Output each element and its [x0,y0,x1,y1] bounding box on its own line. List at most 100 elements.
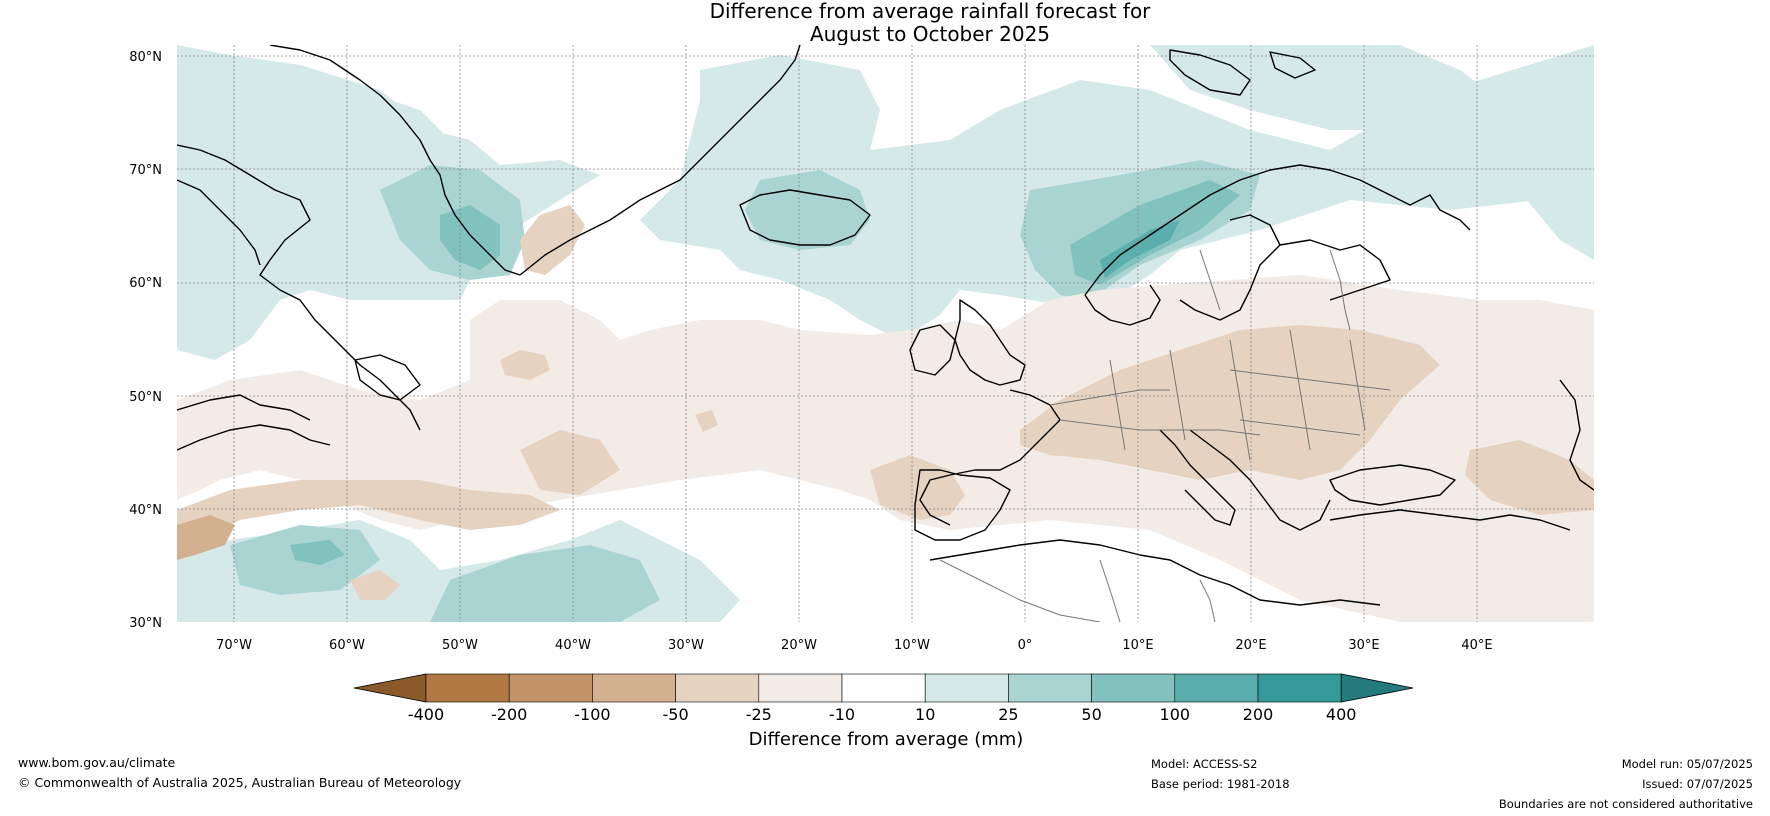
colorbar-segment [758,673,843,703]
coast-hudson-bay [177,179,261,266]
colorbar-tick-label: -10 [829,705,855,724]
wet-region-iceland [745,170,870,250]
coast-turkey [1329,509,1571,531]
coast-iceland [739,189,871,246]
coast-greenland-west [269,45,521,276]
colorbar-tick-label: -25 [746,705,772,724]
lon-label: 30°E [1348,638,1379,653]
lat-label-80: 80°N [129,50,162,65]
coast-baltic [1179,214,1281,321]
footer-issued: Issued: 07/07/2025 [1642,777,1753,791]
dry-region-atlantic-mid [520,430,620,495]
lat-label-50: 50°N [129,390,162,405]
coast-north-africa [929,539,1381,606]
dry-anomaly-regions [177,205,1594,622]
coast-norway-south [1084,284,1161,326]
colorbar-segment [841,673,926,703]
dry-region-subtropics [350,570,400,600]
wet-region-south-atlantic-3 [430,545,660,622]
lon-label: 10°E [1122,638,1153,653]
lon-label: 0° [1018,638,1033,653]
colorbar-tick-label: -200 [491,705,527,724]
coast-finland [1279,239,1391,301]
coast-balkans [1189,429,1331,531]
lon-label: 20°E [1235,638,1266,653]
lat-label-70: 70°N [129,163,162,178]
wet-region-norway-core [1100,220,1180,278]
wet-region-north-atlantic-2 [1150,45,1500,130]
colorbar-tick-label: 10 [915,705,935,724]
lon-label: 20°W [781,638,817,653]
dry-region-turkey [1465,440,1594,515]
coast-north-america-east [177,424,331,451]
lon-axis-labels: 70°W 60°W 50°W 40°W 30°W 20°W 10°W 0° 10… [216,638,1493,653]
dry-region-europe [1020,325,1440,480]
lat-label-60: 60°N [129,276,162,291]
map-area [177,45,1594,622]
colorbar-extension-high [1340,673,1414,703]
lon-label: 60°W [329,638,365,653]
colorbar-segment [425,673,510,703]
colorbar-label: Difference from average (mm) [749,729,1024,750]
colorbar-segment [1257,673,1342,703]
colorbar-tick-label: 50 [1081,705,1101,724]
footer-copyright: © Commonwealth of Australia 2025, Austra… [18,775,462,790]
colorbar-segment [924,673,1009,703]
dry-region-greenland-south [520,205,585,275]
wet-region-south-atlantic-core [290,540,345,565]
dry-region-atlantic-west [177,480,560,545]
footer-base-period: Base period: 1981-2018 [1151,777,1290,791]
dry-region-spot-1 [695,410,718,432]
lon-label: 40°E [1461,638,1492,653]
coast-british-isles [954,299,1026,386]
lon-label: 30°W [668,638,704,653]
colorbar-tick-label: -400 [408,705,444,724]
coast-scandinavia [1084,164,1471,296]
colorbar-tick-label: -100 [574,705,610,724]
title-line-1: Difference from average rainfall forecas… [709,0,1151,23]
coastlines [177,45,1594,606]
coast-newfoundland [354,354,421,401]
coast-caspian [1559,379,1594,491]
colorbar-segment [1091,673,1176,703]
footer-model-run: Model run: 05/07/2025 [1621,757,1753,771]
wet-region-svalbard-east [1510,160,1594,260]
coast-black-sea [1329,464,1456,506]
lat-label-30: 30°N [129,616,162,631]
colorbar-segment [675,673,760,703]
coast-iberia [914,469,1011,541]
coast-svalbard [1169,49,1251,96]
footer-url[interactable]: www.bom.gov.au/climate [18,755,176,770]
footer-model: Model: ACCESS-S2 [1151,757,1258,771]
colorbar-segment [508,673,593,703]
colorbar-segment [592,673,676,703]
lat-label-40: 40°N [129,503,162,518]
title-line-2: August to October 2025 [809,22,1051,46]
wet-region-greenland-core [440,205,500,270]
colorbar-segment [1008,673,1092,703]
footer-disclaimer: Boundaries are not considered authoritat… [1498,797,1753,811]
coast-ireland [909,324,956,376]
lon-label: 50°W [442,638,478,653]
colorbar-segment [1174,673,1259,703]
lon-label: 10°W [894,638,930,653]
gridlines [177,45,1594,622]
colorbar-extension-low [353,673,427,703]
dry-region-ne-atlantic [500,350,550,380]
lon-label: 70°W [216,638,252,653]
coast-north-america-2 [177,394,311,421]
lat-axis-labels: 80°N 70°N 60°N 50°N 40°N 30°N [129,50,162,631]
colorbar-tick-label: 100 [1160,705,1191,724]
colorbar-tick-label: -50 [663,705,689,724]
coast-italy [1159,429,1236,526]
colorbar-tick-label: 200 [1243,705,1274,724]
colorbar-tick-label: 400 [1326,705,1357,724]
coast-greenland-east [519,45,801,276]
colorbar: -400 -200 -100 -50 -25 -10 10 25 50 100 200 400 [353,673,1414,724]
dry-region-atlantic-west-core [177,515,235,560]
coast-svalbard-2 [1269,51,1316,79]
country-boundaries [939,249,1391,622]
colorbar-tick-label: 25 [998,705,1018,724]
lon-label: 40°W [555,638,591,653]
